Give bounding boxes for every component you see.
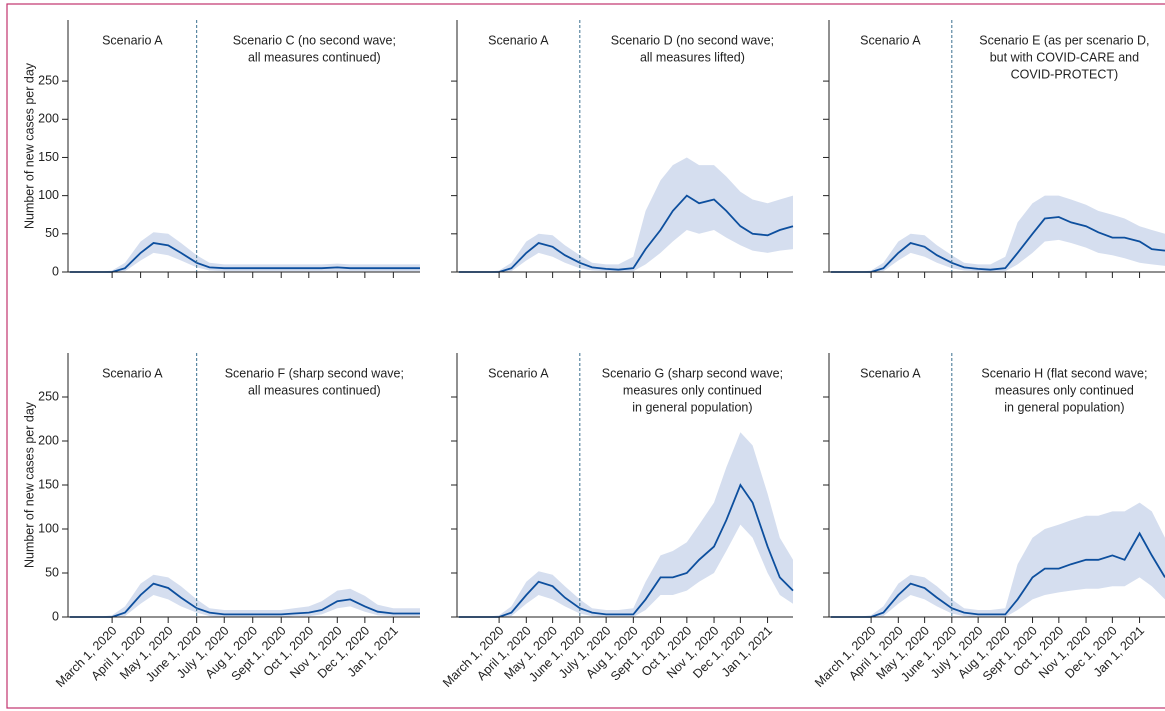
cases-line: [830, 531, 1165, 618]
uncertainty-band: [830, 502, 1165, 617]
y-tick-label: 250: [38, 389, 59, 403]
cases-line: [458, 483, 794, 618]
scenario-label: Scenario A: [102, 33, 163, 47]
scenario-label: all measures lifted): [640, 50, 745, 64]
y-axis-label: Number of new cases per day: [22, 62, 36, 229]
y-tick-label: 200: [38, 433, 59, 447]
y-tick-label: 0: [52, 609, 59, 623]
y-tick-label: 150: [38, 477, 59, 491]
panel: Scenario A Scenario E (as per scenario D,…: [823, 20, 1165, 278]
scenario-label: Scenario A: [488, 366, 549, 380]
scenario-label: Scenario H (flat second wave;: [981, 366, 1147, 380]
scenario-label: Scenario F (sharp second wave;: [225, 366, 404, 380]
uncertainty-band: [69, 232, 421, 272]
uncertainty-band: [458, 432, 793, 617]
scenario-label: but with COVID-CARE and: [990, 50, 1139, 64]
scenario-label: Scenario E (as per scenario D,: [979, 33, 1149, 47]
scenario-label: Scenario D (no second wave;: [611, 33, 774, 47]
scenario-label: measures only continued: [623, 383, 762, 397]
scenario-label: all measures continued): [248, 383, 381, 397]
scenario-label: Scenario A: [102, 366, 163, 380]
y-tick-label: 100: [38, 188, 59, 202]
scenario-label: in general population): [632, 400, 752, 414]
scenario-label: all measures continued): [248, 50, 381, 64]
y-tick-label: 150: [38, 150, 59, 164]
cases-line: [69, 582, 420, 618]
y-tick-label: 200: [38, 112, 59, 126]
y-tick-label: 250: [38, 73, 59, 87]
y-tick-label: 50: [45, 226, 59, 240]
panel: Scenario A Scenario D (no second wave; all…: [451, 20, 794, 278]
frame: [6, 3, 1165, 709]
uncertainty-band: [830, 195, 1165, 272]
cases-line: [458, 194, 794, 273]
cases-line: [830, 216, 1165, 273]
scenario-label: Scenario C (no second wave;: [233, 33, 396, 47]
y-axis-label: Number of new cases per day: [22, 401, 36, 568]
cases-line: [69, 242, 420, 273]
scenario-label: Scenario A: [488, 33, 549, 47]
scenario-label: Scenario A: [860, 33, 921, 47]
uncertainty-band: [69, 574, 421, 617]
scenario-label: Scenario A: [860, 366, 921, 380]
uncertainty-band: [458, 157, 793, 272]
panel: 0 50 100 150 200 250 Scenario A Scenario C (no …: [22, 20, 421, 278]
scenario-label: in general population): [1004, 400, 1124, 414]
y-tick-label: 100: [38, 521, 59, 535]
scenario-label: COVID-PROTECT): [1011, 67, 1119, 81]
scenario-label: measures only continued: [995, 383, 1134, 397]
scenario-label: Scenario G (sharp second wave;: [602, 366, 783, 380]
y-tick-label: 50: [45, 565, 59, 579]
y-tick-label: 0: [52, 264, 59, 278]
